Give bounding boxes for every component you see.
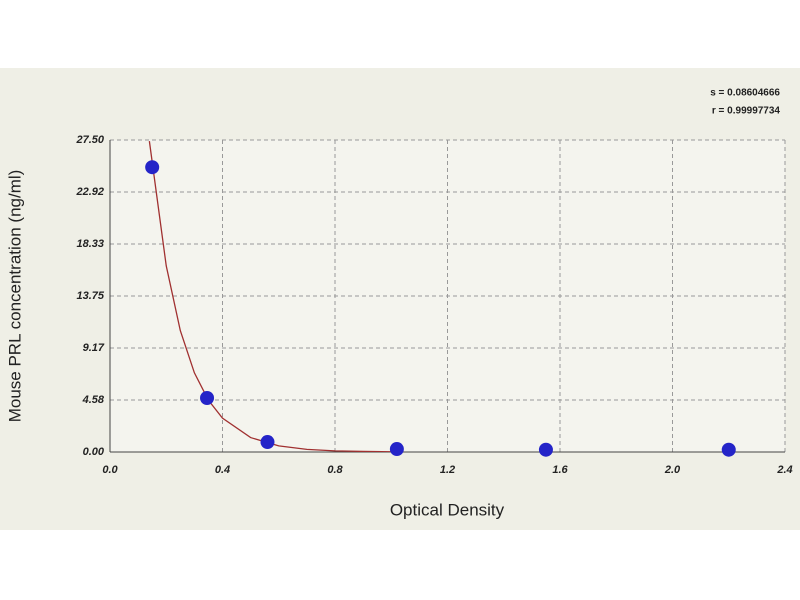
y-tick-label: 27.50 bbox=[75, 134, 104, 146]
data-point bbox=[260, 435, 275, 450]
fit-curve bbox=[148, 141, 392, 452]
annotation: s = 0.08604666 bbox=[710, 88, 780, 99]
y-tick-label: 18.33 bbox=[76, 238, 104, 250]
y-tick-label: 13.75 bbox=[76, 290, 104, 302]
x-tick-label: 0.0 bbox=[102, 464, 118, 476]
y-tick-label: 22.92 bbox=[75, 186, 104, 198]
x-axis-label: Optical Density bbox=[390, 500, 505, 519]
x-tick-label: 0.4 bbox=[215, 464, 230, 476]
y-axis-label: Mouse PRL concentration (ng/ml) bbox=[5, 170, 24, 423]
data-point bbox=[145, 160, 160, 175]
annotation: r = 0.99997734 bbox=[712, 106, 781, 117]
y-tick-label: 9.17 bbox=[83, 342, 105, 354]
data-point bbox=[200, 390, 215, 405]
x-tick-label: 2.0 bbox=[664, 464, 681, 476]
x-tick-label: 1.6 bbox=[552, 464, 568, 476]
data-point bbox=[538, 442, 553, 457]
data-point bbox=[389, 442, 404, 457]
x-tick-label: 1.2 bbox=[440, 464, 455, 476]
y-tick-label: 0.00 bbox=[83, 446, 105, 458]
x-tick-label: 0.8 bbox=[327, 464, 343, 476]
y-tick-label: 4.58 bbox=[82, 394, 105, 406]
data-point bbox=[721, 442, 736, 457]
x-tick-label: 2.4 bbox=[776, 464, 792, 476]
